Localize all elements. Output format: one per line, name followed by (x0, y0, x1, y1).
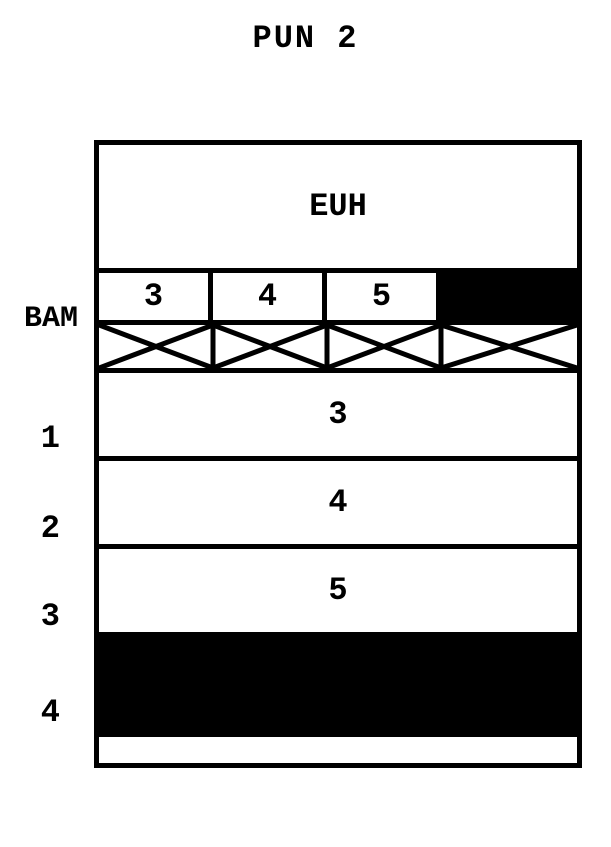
label-row-2-text: 2 (41, 510, 60, 547)
bam-cross-row (99, 325, 577, 373)
label-row-1: 1 (20, 420, 60, 457)
label-bam: BAM (8, 302, 78, 336)
label-row-4-text: 4 (41, 694, 60, 731)
cross-pattern-icon (99, 325, 577, 368)
label-row-2: 2 (20, 510, 60, 547)
body-row-3 (99, 637, 577, 737)
bam-cell-black (441, 273, 577, 320)
label-row-3-text: 3 (41, 598, 60, 635)
label-row-3: 3 (20, 598, 60, 635)
bam-cell-1: 4 (213, 273, 327, 320)
label-row-4: 4 (20, 694, 60, 731)
body-row-1: 4 (99, 461, 577, 549)
bam-cell-1-val: 4 (258, 278, 277, 315)
bam-cells-row: 3 4 5 (99, 273, 577, 325)
bam-cell-2: 5 (327, 273, 441, 320)
label-row-1-text: 1 (41, 420, 60, 457)
bam-cell-0-val: 3 (144, 278, 163, 315)
body-row-2: 5 (99, 549, 577, 637)
header-text: EUH (309, 188, 367, 225)
body-row-1-val: 4 (328, 484, 347, 521)
page-title: PUN 2 (0, 20, 611, 57)
body-row-2-val: 5 (328, 572, 347, 609)
body-row-0: 3 (99, 373, 577, 461)
bam-cell-0: 3 (99, 273, 213, 320)
header-row: EUH (99, 145, 577, 273)
body-row-0-val: 3 (328, 396, 347, 433)
label-bam-text: BAM (24, 302, 78, 336)
diagram-table: EUH 3 4 5 3 4 5 (94, 140, 582, 768)
bam-cell-2-val: 5 (372, 278, 391, 315)
page-title-text: PUN 2 (252, 20, 358, 57)
